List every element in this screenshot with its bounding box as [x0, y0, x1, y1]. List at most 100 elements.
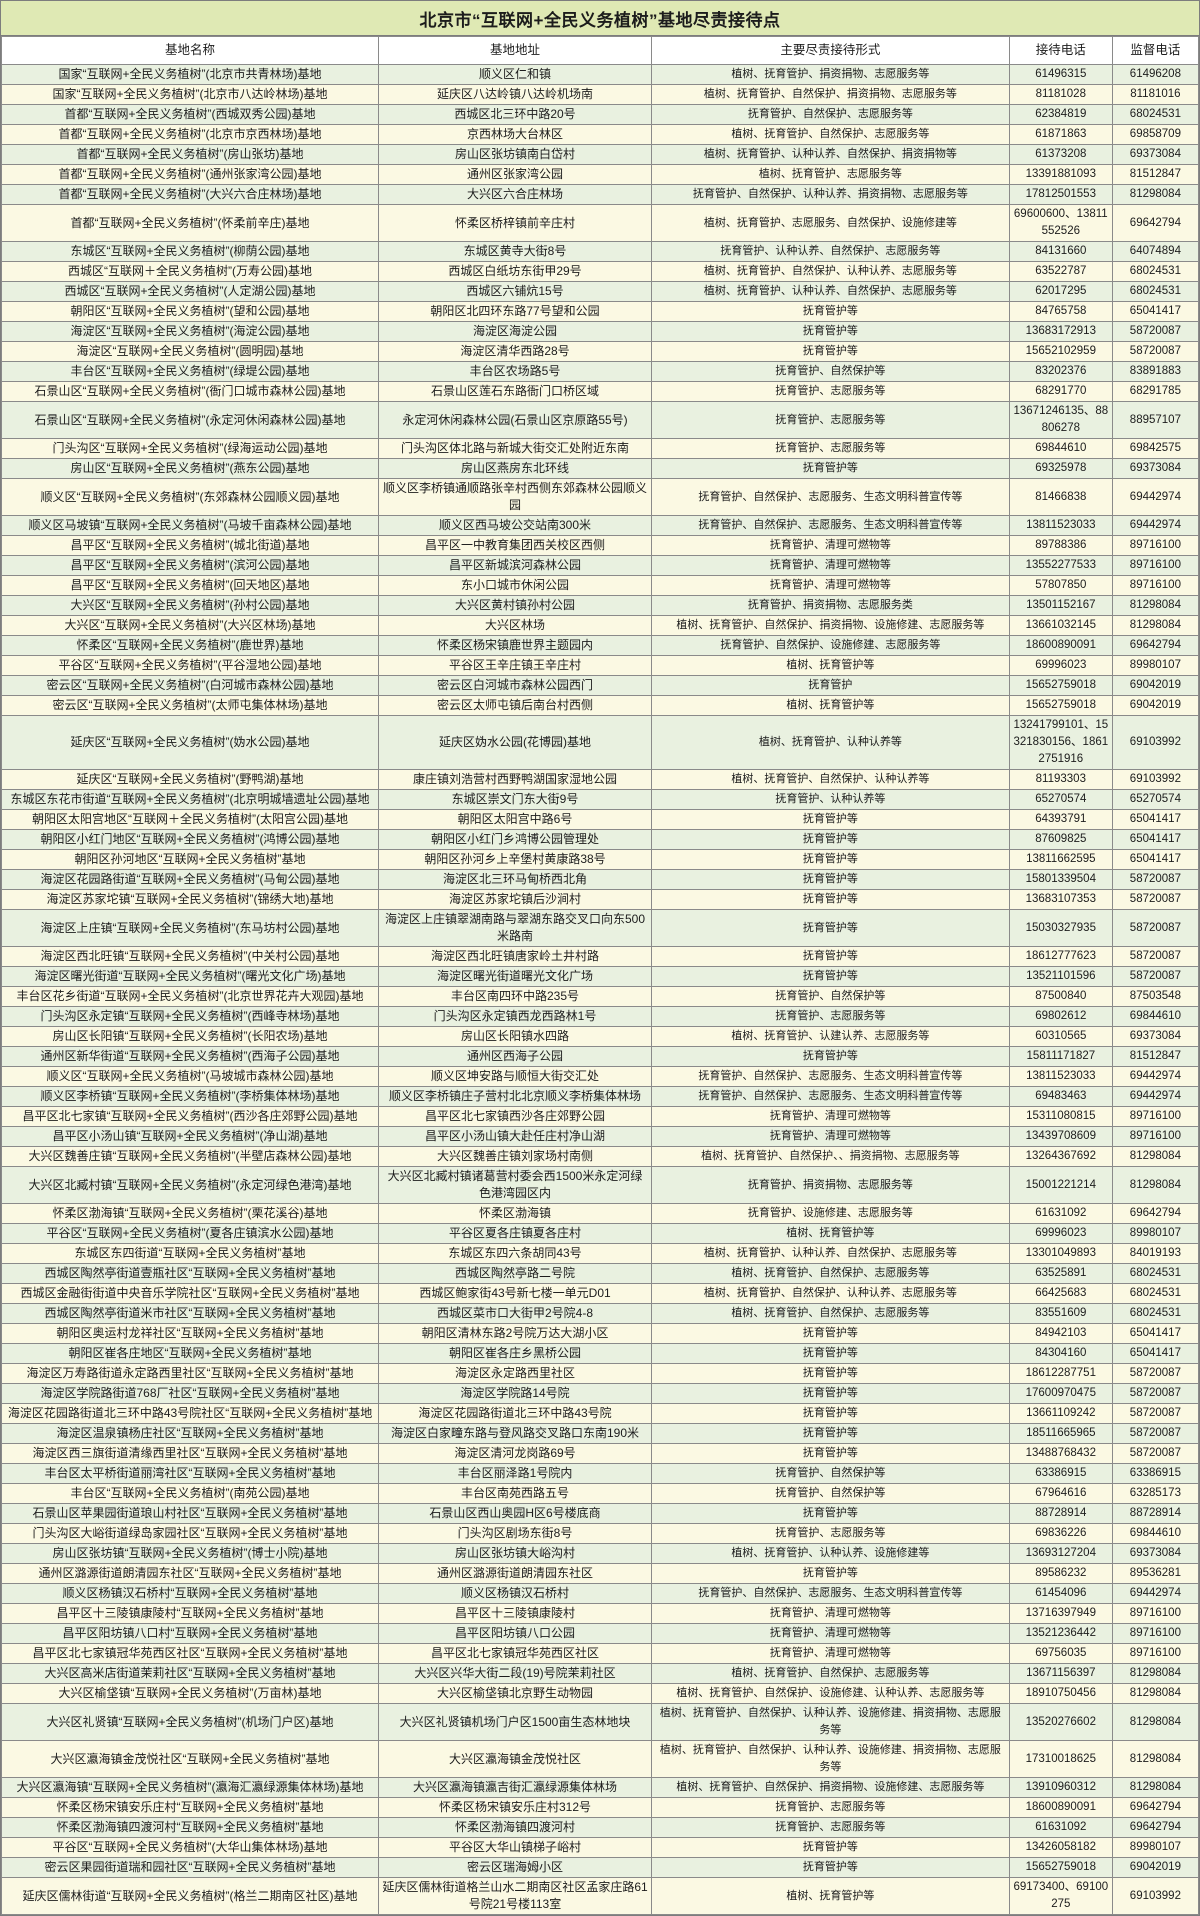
cell-base-name: 朝阳区太阳宫地区“互联网＋全民义务植树”(太阳宫公园)基地 [0, 809, 380, 830]
cell-duty-forms: 抚育管护、自然保护、志愿服务、生态文明科普宣传等 [650, 515, 1010, 536]
cell-duty-forms: 抚育管护、设施修建、志愿服务等 [650, 1203, 1010, 1224]
cell-base-address: 通州区西海子公园 [378, 1046, 652, 1067]
cell-duty-forms: 植树、抚育管护、自然保护、捐资捐物、志愿服务等 [650, 84, 1010, 105]
cell-supervision-phone: 81298084 [1111, 1740, 1200, 1778]
cell-supervision-phone: 81298084 [1111, 615, 1200, 636]
cell-reception-phone: 15001221214 [1008, 1166, 1113, 1204]
page-title: 北京市“互联网+全民义务植树”基地尽责接待点 [1, 1, 1199, 36]
cell-base-name: 平谷区“互联网+全民义务植树”(夏各庄镇滨水公园)基地 [0, 1223, 380, 1244]
cell-base-name: 怀柔区渤海镇四渡河村“互联网+全民义务植树”基地 [0, 1817, 380, 1838]
cell-base-address: 大兴区六合庄林场 [378, 184, 652, 205]
cell-base-address: 大兴区礼贤镇机场门户区1500亩生态林地块 [378, 1703, 652, 1741]
cell-base-name: 东城区东花市街道“互联网+全民义务植树”(北京明城墙遗址公园)基地 [0, 789, 380, 810]
cell-supervision-phone: 68024531 [1111, 281, 1200, 302]
cell-base-name: 昌平区阳坊镇八口村“互联网+全民义务植树”基地 [0, 1623, 380, 1644]
cell-reception-phone: 84304160 [1008, 1343, 1113, 1364]
table-row: 房山区张坊镇“互联网+全民义务植树”(博士小院)基地 房山区张坊镇大峪沟村 植树、抚… [0, 1543, 1200, 1564]
table-row: 平谷区“互联网+全民义务植树”(平谷湿地公园)基地 平谷区王辛庄镇王辛庄村 植树、抚… [0, 655, 1200, 676]
cell-duty-forms: 抚育管护、志愿服务等 [650, 1797, 1010, 1818]
cell-reception-phone: 13552277533 [1008, 555, 1113, 576]
cell-duty-forms: 植树、抚育管护、自然保护、志愿服务等 [650, 1663, 1010, 1684]
cell-supervision-phone: 65041417 [1111, 1323, 1200, 1344]
table-row: 密云区“互联网+全民义务植树”(白河城市森林公园)基地 密云区白河城市森林公园西门… [0, 675, 1200, 696]
cell-base-name: 海淀区苏家坨镇“互联网+全民义务植树”(锦绣大地)基地 [0, 889, 380, 910]
cell-base-address: 海淀区清华西路28号 [378, 341, 652, 362]
table-row: 国家“互联网+全民义务植树”(北京市共青林场)基地 顺义区仁和镇 植树、抚育管护、捐… [0, 64, 1200, 85]
table-row: 大兴区北臧村镇“互联网+全民义务植树”(永定河绿色港湾)基地 大兴区北臧村镇诸葛营… [0, 1166, 1200, 1204]
table-row: 怀柔区渤海镇四渡河村“互联网+全民义务植树”基地 怀柔区渤海镇四渡河村 抚育管护、志… [0, 1817, 1200, 1838]
cell-base-address: 西城区北三环中路20号 [378, 104, 652, 125]
cell-duty-forms: 抚育管护、清理可燃物等 [650, 555, 1010, 576]
cell-supervision-phone: 58720087 [1111, 341, 1200, 362]
table-row: 大兴区“互联网+全民义务植树”(孙村公园)基地 大兴区黄村镇孙村公园 抚育管护、捐资… [0, 595, 1200, 616]
cell-base-address: 石景山区莲石东路衙门口桥区域 [378, 381, 652, 402]
cell-supervision-phone: 81298084 [1111, 1166, 1200, 1204]
cell-supervision-phone: 58720087 [1111, 869, 1200, 890]
cell-supervision-phone: 58720087 [1111, 1443, 1200, 1464]
cell-supervision-phone: 69642794 [1111, 1203, 1200, 1224]
cell-duty-forms: 抚育管护、志愿服务等 [650, 438, 1010, 459]
cell-reception-phone: 63386915 [1008, 1463, 1113, 1484]
cell-supervision-phone: 61496208 [1111, 64, 1200, 85]
cell-duty-forms: 植树、抚育管护、自然保护、、捐资捐物、志愿服务等 [650, 1146, 1010, 1167]
cell-base-name: 大兴区北臧村镇“互联网+全民义务植树”(永定河绿色港湾)基地 [0, 1166, 380, 1204]
cell-supervision-phone: 69373084 [1111, 144, 1200, 165]
column-header-base-name: 基地名称 [0, 36, 380, 65]
cell-base-name: 顺义区李桥镇“互联网+全民义务植树”(李桥集体林场)基地 [0, 1086, 380, 1107]
cell-duty-forms: 抚育管护等 [650, 909, 1010, 947]
table-row: 大兴区魏善庄镇“互联网+全民义务植树”(半壁店森林公园)基地 大兴区魏善庄镇刘家场… [0, 1146, 1200, 1167]
cell-base-name: 朝阳区孙河地区“互联网+全民义务植树”基地 [0, 849, 380, 870]
cell-duty-forms: 植树、抚育管护、自然保护、志愿服务等 [650, 124, 1010, 145]
cell-reception-phone: 13501152167 [1008, 595, 1113, 616]
cell-supervision-phone: 63285173 [1111, 1483, 1200, 1504]
cell-reception-phone: 13488768432 [1008, 1443, 1113, 1464]
cell-base-name: 顺义区“互联网+全民义务植树”(东郊森林公园顺义园)基地 [0, 478, 380, 516]
cell-duty-forms: 植树、抚育管护、自然保护、捐资捐物、设施修建、志愿服务等 [650, 615, 1010, 636]
table-row: 大兴区“互联网+全民义务植树”(大兴区林场)基地 大兴区林场 植树、抚育管护、自然保… [0, 615, 1200, 636]
cell-base-address: 顺义区仁和镇 [378, 64, 652, 85]
cell-reception-phone: 69996023 [1008, 1223, 1113, 1244]
table-row: 首都“互联网+全民义务植树”(北京市京西林场)基地 京西林场大台林区 植树、抚育管护… [0, 124, 1200, 145]
cell-supervision-phone: 89980107 [1111, 1837, 1200, 1858]
cell-duty-forms: 抚育管护、捐资捐物、志愿服务类 [650, 595, 1010, 616]
cell-base-name: 大兴区高米店街道茉莉社区“互联网+全民义务植树”基地 [0, 1663, 380, 1684]
table-row: 石景山区“互联网+全民义务植树”(衙门口城市森林公园)基地 石景山区莲石东路衙门口… [0, 381, 1200, 402]
table-row: 海淀区花园路街道“互联网+全民义务植树”(马甸公园)基地 海淀区北三环马甸桥西北角… [0, 869, 1200, 890]
cell-duty-forms: 抚育管护、清理可燃物等 [650, 1623, 1010, 1644]
reception-table: 基地名称 基地地址 主要尽责接待形式 接待电话 监督电话 国家“互联网+全民义务… [0, 36, 1200, 1915]
cell-base-name: 朝阳区奥运村龙祥社区“互联网+全民义务植树”基地 [0, 1323, 380, 1344]
cell-reception-phone: 13521236442 [1008, 1623, 1113, 1644]
cell-base-name: 西城区“互联网＋全民义务植树”(万寿公园)基地 [0, 261, 380, 282]
cell-base-address: 朝阳区太阳宫中路6号 [378, 809, 652, 830]
cell-supervision-phone: 69842575 [1111, 438, 1200, 459]
table-row: 怀柔区“互联网+全民义务植树”(鹿世界)基地 怀柔区杨宋镇鹿世界主题园内 抚育管护、… [0, 635, 1200, 656]
cell-reception-phone: 61496315 [1008, 64, 1113, 85]
table-row: 房山区长阳镇“互联网+全民义务植树”(长阳农场)基地 房山区长阳镇水四路 植树、抚育… [0, 1026, 1200, 1047]
cell-base-address: 门头沟区永定镇西龙西路林1号 [378, 1006, 652, 1027]
cell-base-address: 朝阳区崔各庄乡黑桥公园 [378, 1343, 652, 1364]
cell-base-name: 大兴区魏善庄镇“互联网+全民义务植树”(半壁店森林公园)基地 [0, 1146, 380, 1167]
cell-base-name: 丰台区“互联网+全民义务植树”(南苑公园)基地 [0, 1483, 380, 1504]
cell-base-name: 海淀区学院路街道768厂社区“互联网+全民义务植树”基地 [0, 1383, 380, 1404]
cell-supervision-phone: 81298084 [1111, 1683, 1200, 1704]
cell-duty-forms: 抚育管护、捐资捐物、志愿服务等 [650, 1166, 1010, 1204]
cell-duty-forms: 抚育管护、自然保护等 [650, 986, 1010, 1007]
table-row: 昌平区十三陵镇康陵村“互联网+全民义务植树”基地 昌平区十三陵镇康陵村 抚育管护、清… [0, 1603, 1200, 1624]
cell-duty-forms: 抚育管护、志愿服务等 [650, 1006, 1010, 1027]
cell-base-name: 海淀区上庄镇“互联网+全民义务植树”(东马坊村公园)基地 [0, 909, 380, 947]
cell-base-name: 大兴区礼贤镇“互联网+全民义务植树”(机场门户区)基地 [0, 1703, 380, 1741]
cell-base-name: 石景山区“互联网+全民义务植树”(永定河休闲森林公园)基地 [0, 401, 380, 439]
table-row: 朝阳区小红门地区“互联网+全民义务植树”(鸿博公园)基地 朝阳区小红门乡鸿博公园管… [0, 829, 1200, 850]
table-row: 石景山区“互联网+全民义务植树”(永定河休闲森林公园)基地 永定河休闲森林公园(石… [0, 401, 1200, 439]
cell-base-name: 海淀区“互联网+全民义务植树”(海淀公园)基地 [0, 321, 380, 342]
cell-reception-phone: 18612287751 [1008, 1363, 1113, 1384]
cell-base-address: 昌平区一中教育集团西关校区西侧 [378, 535, 652, 556]
cell-base-name: 房山区张坊镇“互联网+全民义务植树”(博士小院)基地 [0, 1543, 380, 1564]
table-row: 大兴区瀛海镇“互联网+全民义务植树”(瀛海汇瀛绿源集体林场)基地 大兴区瀛海镇瀛吉… [0, 1777, 1200, 1798]
cell-reception-phone: 18600890091 [1008, 1797, 1113, 1818]
table-row: 丰台区“互联网+全民义务植树”(绿堤公园)基地 丰台区农场路5号 抚育管护、自然保护… [0, 361, 1200, 382]
cell-reception-phone: 63525891 [1008, 1263, 1113, 1284]
table-row: 海淀区“互联网+全民义务植树”(圆明园)基地 海淀区清华西路28号 抚育管护等 156… [0, 341, 1200, 362]
cell-base-address: 怀柔区渤海镇 [378, 1203, 652, 1224]
cell-base-address: 东城区崇文门东大街9号 [378, 789, 652, 810]
